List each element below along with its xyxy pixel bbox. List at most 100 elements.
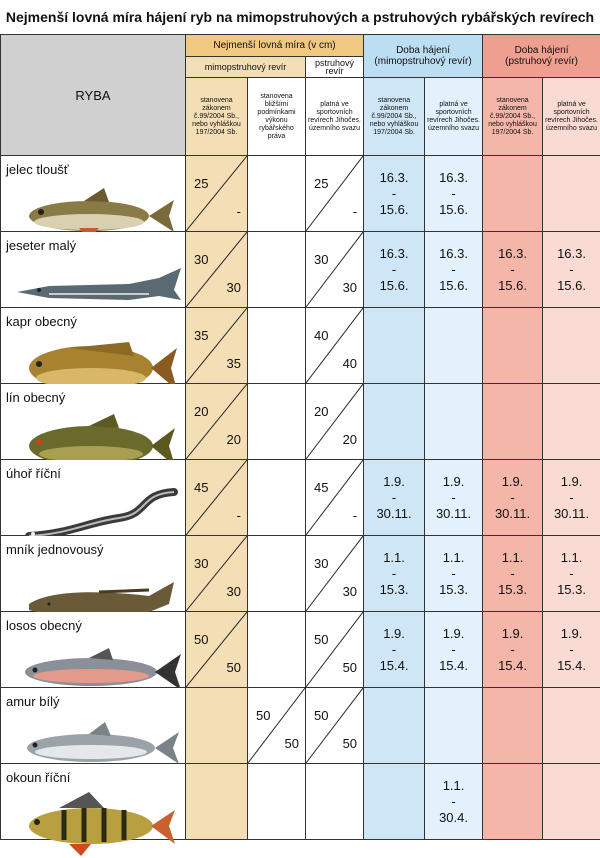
size-top: 50	[314, 632, 328, 647]
season-cell	[364, 308, 425, 384]
season-cell	[543, 764, 600, 840]
season-cell: 1.9.-30.11.	[364, 460, 425, 536]
season-end: 15.3.	[364, 582, 424, 598]
perch-fish-image	[9, 788, 184, 858]
size-bottom: 50	[343, 736, 357, 751]
fish-cell: amur bílý	[1, 688, 186, 764]
size-bottom: 40	[343, 356, 357, 371]
size-top: 25	[194, 176, 208, 191]
season-cell	[425, 308, 483, 384]
season-end: 15.6.	[364, 278, 424, 294]
size-bottom: 50	[343, 660, 357, 675]
season-cell	[543, 384, 600, 460]
size-cell	[248, 308, 306, 384]
fish-cell: jelec tloušť	[1, 156, 186, 232]
size-bottom: -	[237, 204, 241, 219]
season-end: 15.6.	[425, 202, 482, 218]
fish-cell: kapr obecný	[1, 308, 186, 384]
size-cell	[248, 232, 306, 308]
size-top: 50	[314, 708, 328, 723]
season-end: 15.4.	[543, 658, 600, 674]
size-top: 30	[314, 556, 328, 571]
season-dash: -	[483, 642, 542, 658]
diagonal-divider	[306, 612, 363, 687]
doba-pstruh-header: Doba hájení(pstruhový revír)	[483, 35, 600, 78]
fish-name: jeseter malý	[6, 238, 76, 253]
diagonal-divider	[306, 232, 363, 307]
season-end: 30.4.	[425, 810, 482, 826]
diagonal-divider	[306, 384, 363, 459]
season-cell	[364, 384, 425, 460]
size-top: 30	[314, 252, 328, 267]
fish-table: RYBA Nejmenší lovná míra (v cm) Doba háj…	[0, 34, 600, 840]
season-start: 1.1.	[364, 550, 424, 566]
col3-header: platná ve sportovních revírech Jihočes. …	[306, 78, 364, 156]
size-top: 50	[194, 632, 208, 647]
col1-header: stanovena zákonem č.99/2004 Sb., nebo vy…	[186, 78, 248, 156]
diagonal-divider	[186, 612, 247, 687]
season-start: 1.9.	[425, 626, 482, 642]
size-cell	[248, 460, 306, 536]
season-start: 1.9.	[364, 626, 424, 642]
season-cell: 1.9.-15.4.	[543, 612, 600, 688]
diagonal-divider	[186, 308, 247, 383]
season-end: 15.3.	[543, 582, 600, 598]
season-dash: -	[425, 642, 482, 658]
fish-cell: jeseter malý	[1, 232, 186, 308]
col6-header: stanovena zákonem č.99/2004 Sb., nebo vy…	[483, 78, 543, 156]
season-end: 30.11.	[543, 506, 600, 522]
season-end: 30.11.	[364, 506, 424, 522]
season-dash: -	[364, 490, 424, 506]
size-cell: 25 -	[186, 156, 248, 232]
season-start: 1.9.	[483, 474, 542, 490]
season-cell: 16.3.-15.6.	[483, 232, 543, 308]
season-cell	[483, 156, 543, 232]
diagonal-divider	[186, 232, 247, 307]
season-dash: -	[425, 262, 482, 278]
season-dash: -	[483, 490, 542, 506]
size-top: 45	[194, 480, 208, 495]
fish-cell: mník jednovousý	[1, 536, 186, 612]
season-start: 16.3.	[364, 246, 424, 262]
season-dash: -	[425, 566, 482, 582]
season-end: 30.11.	[425, 506, 482, 522]
fish-cell: úhoř říční	[1, 460, 186, 536]
diagonal-divider	[306, 536, 363, 611]
season-start: 1.9.	[483, 626, 542, 642]
season-cell	[543, 308, 600, 384]
size-cell: 50 50	[306, 612, 364, 688]
fish-name: úhoř říční	[6, 466, 61, 481]
season-end: 15.3.	[483, 582, 542, 598]
season-cell	[543, 688, 600, 764]
season-cell: 16.3.-15.6.	[425, 232, 483, 308]
season-start: 1.9.	[543, 626, 600, 642]
size-bottom: 30	[227, 280, 241, 295]
season-cell: 1.9.-30.11.	[425, 460, 483, 536]
season-end: 15.4.	[425, 658, 482, 674]
diagonal-divider	[186, 384, 247, 459]
season-end: 15.4.	[483, 658, 542, 674]
size-bottom: 35	[227, 356, 241, 371]
season-start: 16.3.	[364, 170, 424, 186]
size-cell	[248, 156, 306, 232]
size-top: 45	[314, 480, 328, 495]
season-dash: -	[543, 490, 600, 506]
season-cell	[425, 384, 483, 460]
season-start: 1.1.	[543, 550, 600, 566]
season-end: 15.3.	[425, 582, 482, 598]
size-cell: 45-	[306, 460, 364, 536]
season-start: 1.9.	[364, 474, 424, 490]
size-cell	[248, 536, 306, 612]
season-cell	[483, 764, 543, 840]
season-dash: -	[483, 262, 542, 278]
size-top: 20	[314, 404, 328, 419]
